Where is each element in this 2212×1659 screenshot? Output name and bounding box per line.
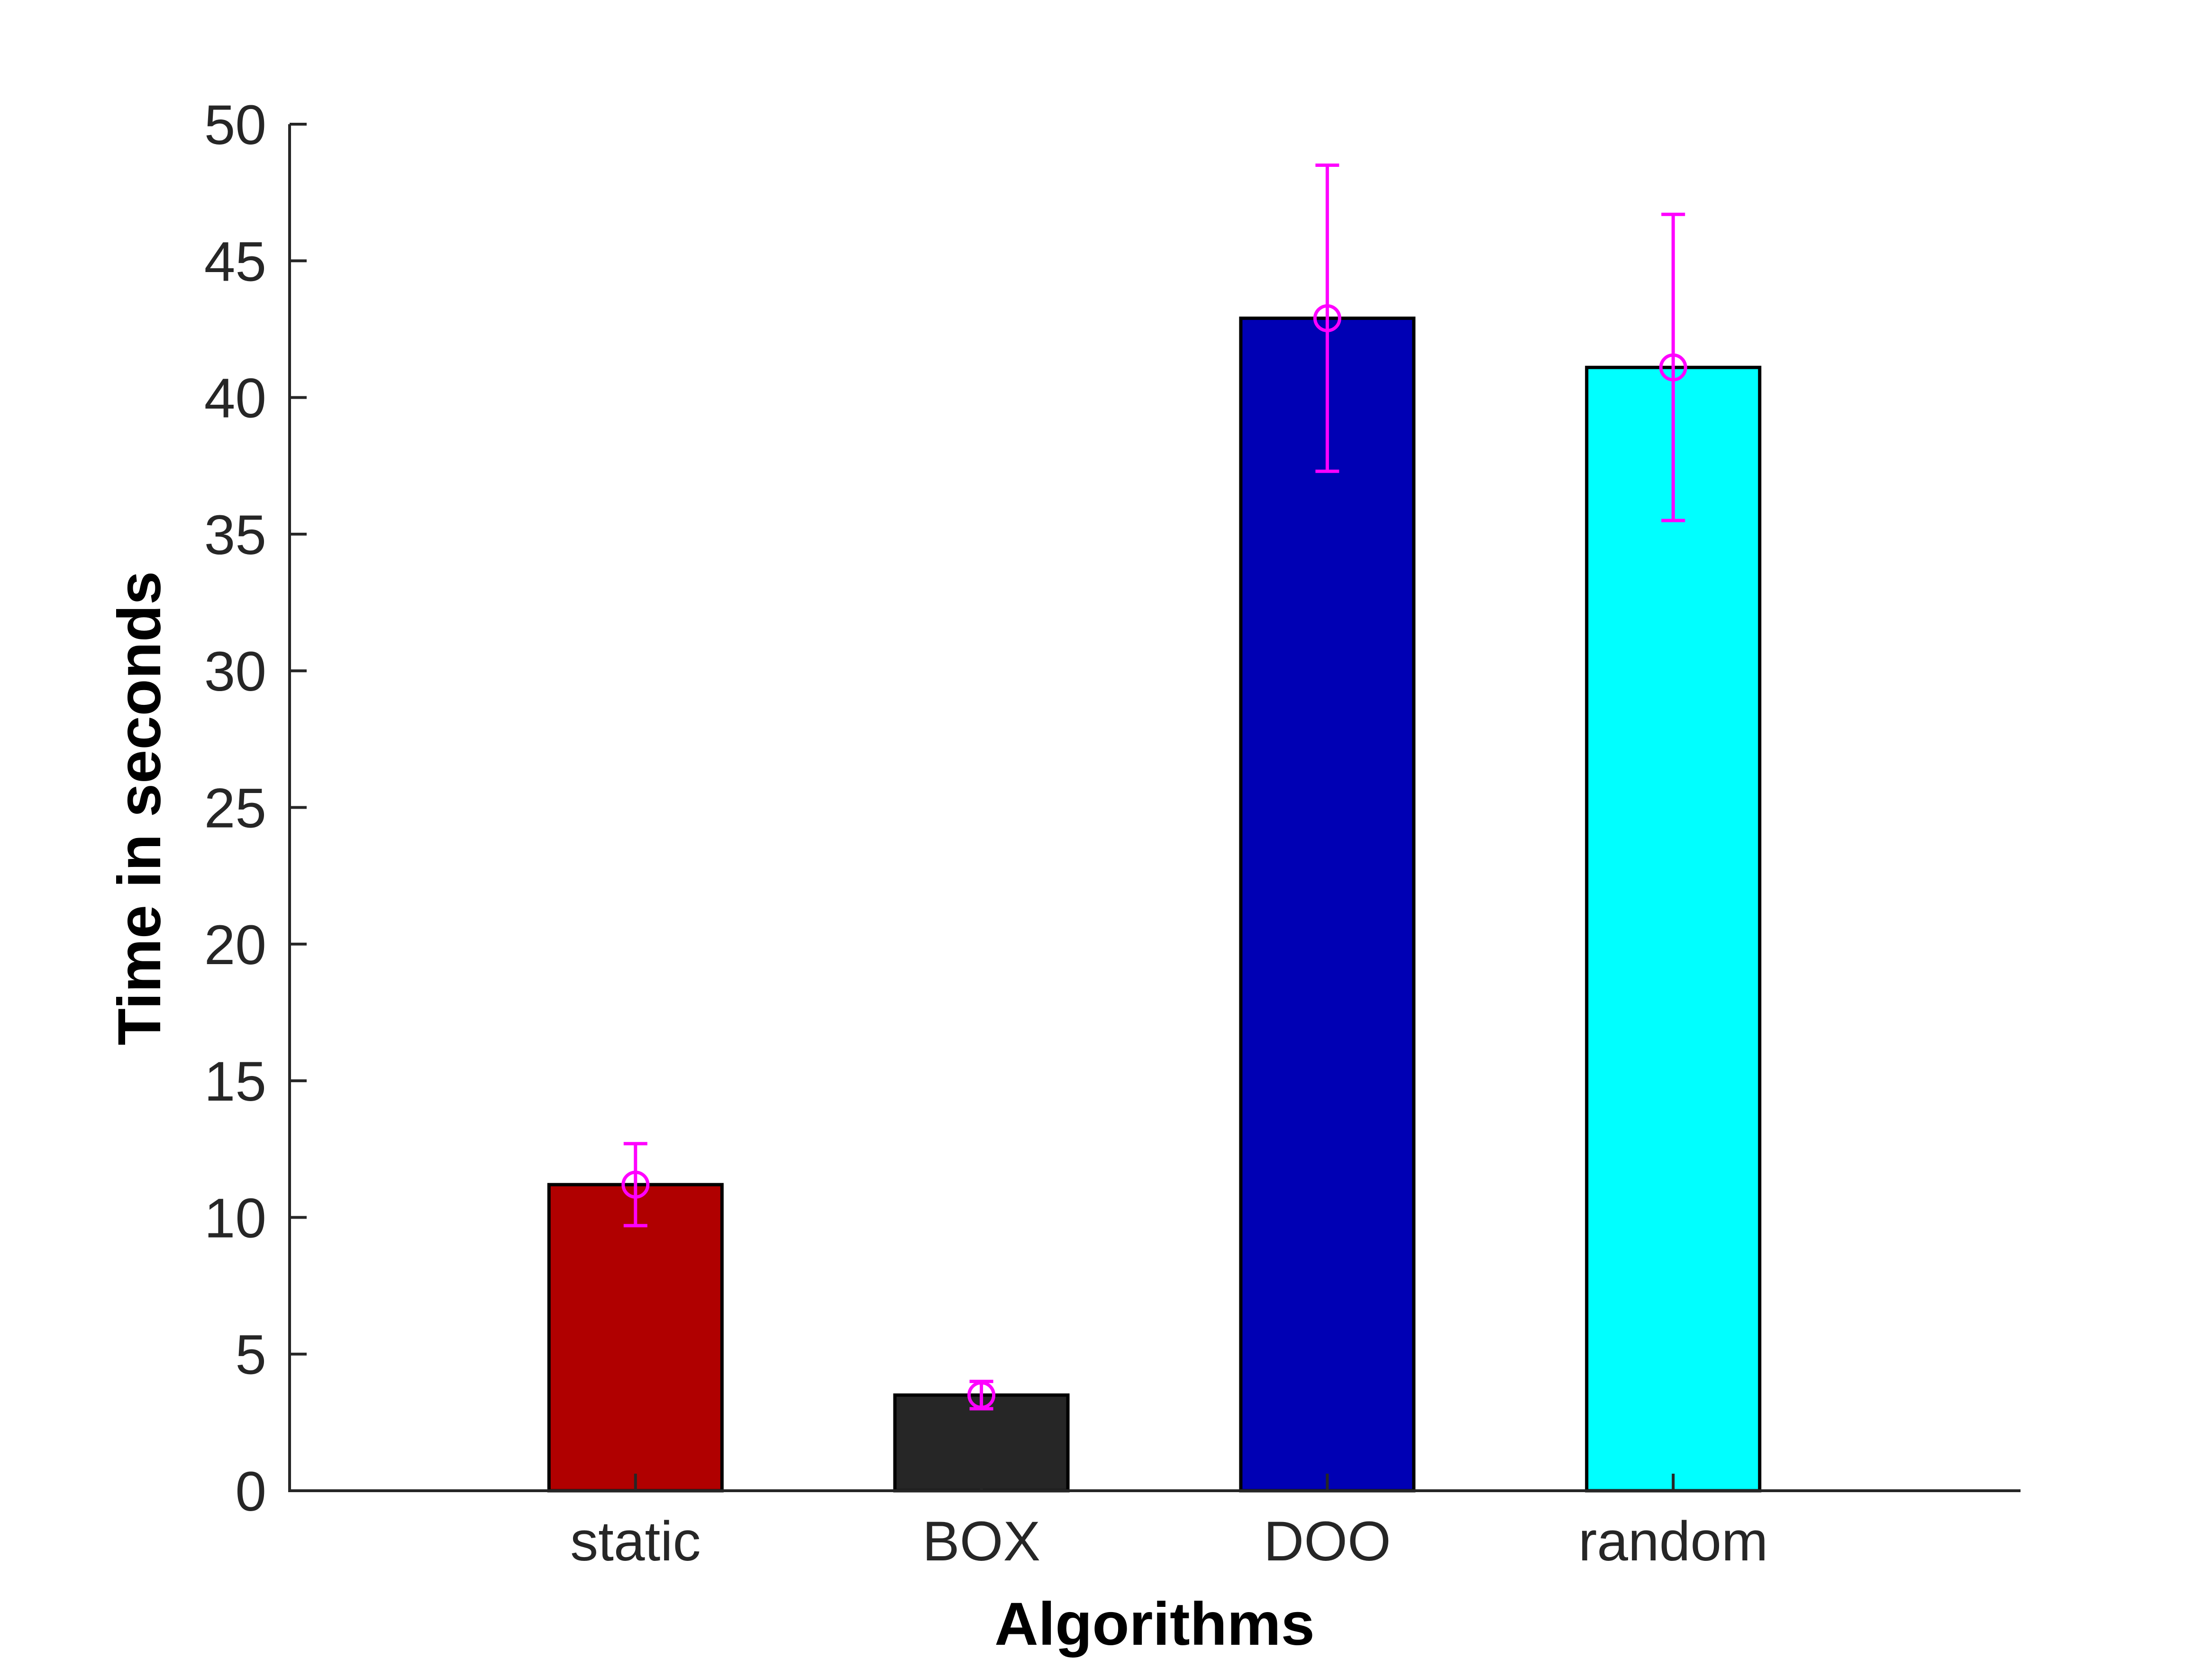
y-tick-label: 45 xyxy=(204,230,266,293)
y-axis-ticks: 0 5 10 15 20 25 30 35 40 45 50 xyxy=(204,94,307,1523)
bars-group xyxy=(547,316,1762,1493)
error-bar-box xyxy=(967,1379,996,1411)
error-bar-random xyxy=(1659,212,1687,522)
bar-random xyxy=(1585,365,1762,1493)
y-tick-label: 5 xyxy=(235,1324,266,1386)
x-axis-ticks: static BOX DOO random xyxy=(570,1474,1768,1573)
y-tick-label: 30 xyxy=(204,640,266,703)
error-bar-marker xyxy=(621,1170,650,1199)
y-axis-title: Time in seconds xyxy=(106,571,173,1046)
y-tick-label: 20 xyxy=(204,914,266,976)
y-tick-label: 35 xyxy=(204,504,266,566)
x-tick-label: BOX xyxy=(922,1510,1040,1573)
x-tick-label: random xyxy=(1578,1510,1768,1573)
y-tick-label: 10 xyxy=(204,1187,266,1249)
x-axis-title: Algorithms xyxy=(994,1590,1315,1658)
x-tick-label: DOO xyxy=(1264,1510,1391,1573)
error-bar-doo xyxy=(1313,163,1341,473)
y-tick-label: 40 xyxy=(204,367,266,430)
y-tick-label: 25 xyxy=(204,777,266,840)
y-tick-label: 0 xyxy=(235,1460,266,1523)
error-bars-group xyxy=(621,163,1687,1411)
error-bar-marker xyxy=(967,1381,996,1409)
error-bar-marker xyxy=(1313,304,1341,332)
x-tick-label: static xyxy=(570,1510,701,1573)
y-tick-label: 15 xyxy=(204,1050,266,1113)
error-bar-static xyxy=(621,1142,650,1228)
bar-static xyxy=(547,1183,724,1493)
y-tick-label: 50 xyxy=(204,94,266,156)
bar-doo xyxy=(1239,316,1416,1493)
error-bar-marker xyxy=(1659,353,1687,382)
